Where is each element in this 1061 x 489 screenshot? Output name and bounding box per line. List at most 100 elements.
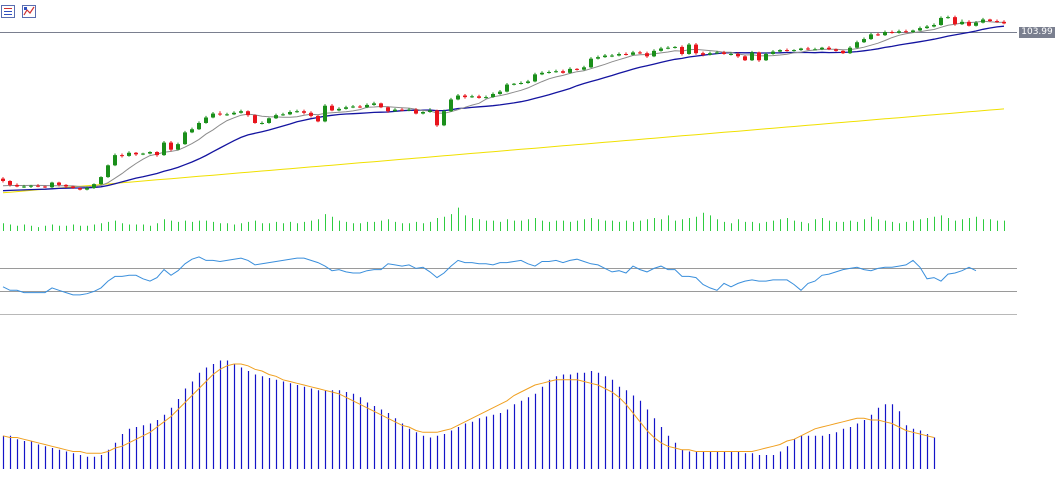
candle-body (134, 152, 138, 155)
candle-body (876, 34, 880, 36)
candle-body (897, 31, 901, 33)
candle-body (624, 53, 628, 55)
candle-body (939, 17, 943, 25)
candle-body (113, 155, 117, 166)
candle-body (666, 47, 670, 49)
candle-body (316, 115, 320, 122)
candle-body (778, 50, 782, 52)
candle-body (183, 132, 187, 145)
candle-body (988, 19, 992, 22)
candle-body (631, 52, 635, 55)
candle-body (862, 39, 866, 43)
indicator-list-icon[interactable] (1, 5, 15, 18)
candle-body (407, 109, 411, 111)
signal-line (2, 363, 935, 454)
candle-body (547, 72, 551, 74)
candle-body (561, 71, 565, 73)
candle-body (463, 95, 467, 98)
candle-body (848, 47, 852, 54)
candle-body (890, 32, 894, 34)
candle-body (99, 177, 103, 185)
candle-body (820, 47, 824, 50)
candle-body (1, 178, 5, 181)
candle-body (141, 153, 145, 155)
candle-body (498, 91, 502, 94)
candle-body (148, 151, 152, 154)
candle-body (295, 111, 299, 113)
candle-body (785, 50, 789, 52)
last-price-label: 103.99 (1019, 27, 1055, 38)
candle-body (232, 112, 236, 115)
candle-body (239, 111, 243, 113)
candle-body (344, 107, 348, 109)
candle-body (78, 188, 82, 190)
candle-body (57, 182, 61, 185)
candle-body (246, 111, 250, 116)
candle-body (50, 182, 54, 188)
candle-body (554, 71, 558, 73)
candle-body (995, 21, 999, 23)
candle-body (715, 52, 719, 54)
candle-body (302, 111, 306, 113)
rsi-line (2, 256, 977, 296)
candle-body (519, 82, 523, 84)
candle-body (225, 114, 229, 116)
candle-body (120, 155, 124, 157)
candle-body (708, 53, 712, 55)
candle-body (925, 26, 929, 29)
candle-body (932, 24, 936, 27)
candle-body (638, 52, 642, 54)
candle-body (960, 21, 964, 25)
candle-body (729, 53, 733, 55)
candle-body (337, 108, 341, 111)
candle-body (883, 32, 887, 36)
candle-body (85, 188, 89, 190)
candle-body (981, 19, 985, 23)
candle-body (169, 142, 173, 150)
candle-body (904, 31, 908, 33)
chart-properties-icon[interactable] (22, 5, 36, 18)
candle-body (596, 57, 600, 59)
candle-body (568, 68, 572, 73)
ma-mid-line (2, 25, 1005, 192)
candle-body (379, 103, 383, 108)
candle-body (155, 151, 159, 156)
candle-body (575, 68, 579, 70)
candle-body (8, 180, 12, 185)
candle-body (540, 72, 544, 75)
candle-body (603, 55, 607, 58)
candle-body (792, 50, 796, 52)
candle-body (512, 83, 516, 85)
candle-body (869, 34, 873, 40)
candle-body (309, 112, 313, 116)
candle-body (701, 53, 705, 55)
candle-body (358, 106, 362, 108)
candle-body (274, 115, 278, 119)
candle-body (911, 30, 915, 33)
candle-body (288, 112, 292, 115)
ma-slow-line (2, 108, 1005, 194)
candle-body (673, 46, 677, 48)
candle-body (589, 58, 593, 68)
candle-body (967, 21, 971, 26)
candle-body (22, 186, 26, 188)
candle-body (533, 74, 537, 82)
candle-body (617, 53, 621, 56)
candle-body (428, 110, 432, 112)
candle-body (680, 46, 684, 54)
candle-body (190, 129, 194, 133)
candle-body (106, 165, 110, 178)
candle-body (253, 115, 257, 123)
candle-body (421, 112, 425, 114)
candle-body (29, 185, 33, 187)
candle-body (505, 84, 509, 92)
candle-body (757, 52, 761, 61)
candle-body (218, 113, 222, 115)
candle-body (694, 44, 698, 54)
candle-body (127, 152, 131, 156)
candle-body (176, 144, 180, 150)
candle-body (400, 109, 404, 111)
candle-body (477, 96, 481, 98)
candle-body (799, 48, 803, 51)
candle-body (736, 53, 740, 57)
